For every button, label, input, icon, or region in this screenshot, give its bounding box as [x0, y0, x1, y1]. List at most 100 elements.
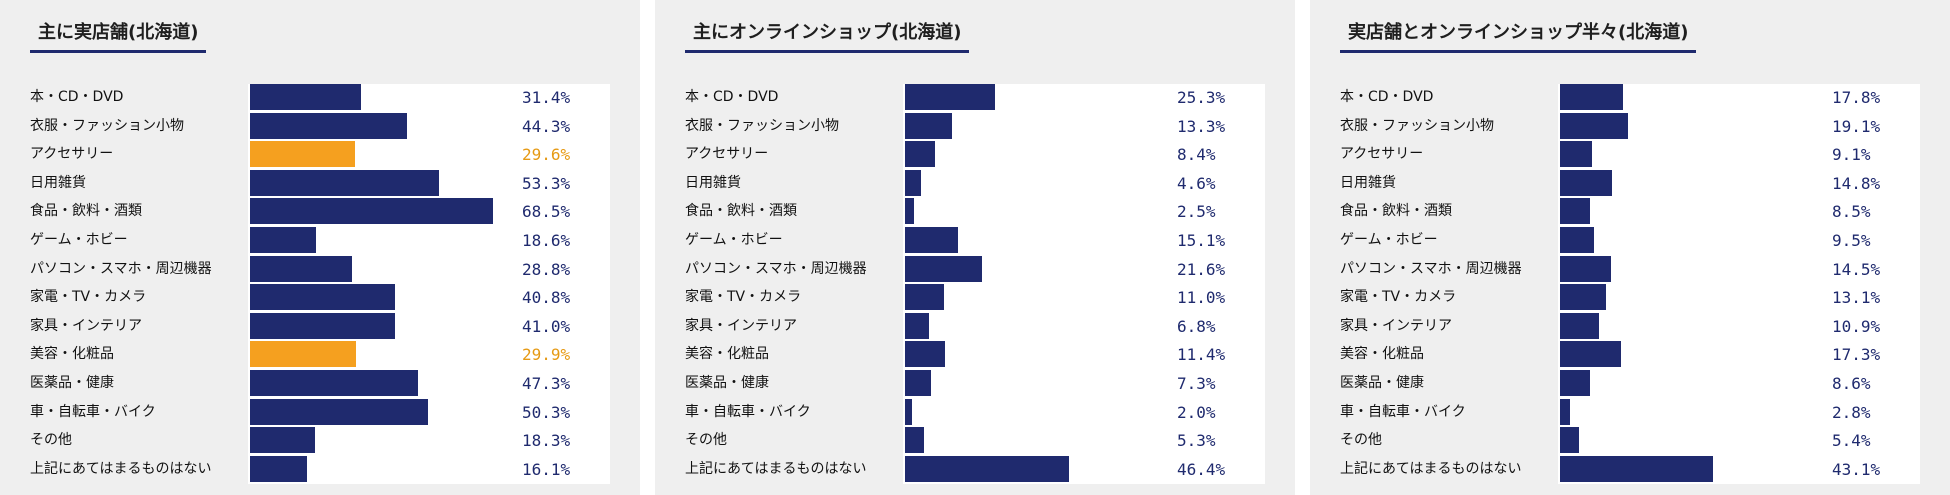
- bar: [905, 427, 924, 454]
- category-label: 車・自転車・バイク: [1340, 403, 1466, 420]
- value-label: 31.4%: [522, 88, 571, 107]
- category-label: 家電・TV・カメラ: [685, 289, 802, 306]
- bar: [1560, 169, 1613, 196]
- bar: [905, 169, 922, 196]
- value-label: 2.5%: [1177, 202, 1216, 222]
- bar: [1560, 284, 1607, 311]
- category-label: 本・CD・DVD: [685, 89, 779, 105]
- value-label: 11.4%: [1177, 345, 1226, 365]
- bar: [905, 227, 959, 253]
- bar: [250, 427, 315, 454]
- category-label: ゲーム・ホビー: [685, 232, 783, 248]
- value-label: 44.3%: [522, 116, 571, 136]
- bar: [1560, 227, 1594, 253]
- value-label: 2.8%: [1832, 402, 1871, 422]
- value-label: 11.0%: [1177, 288, 1226, 308]
- value-label: 10.9%: [1832, 316, 1881, 336]
- category-label: 日用雑貨: [685, 174, 741, 191]
- bar: [1560, 312, 1599, 339]
- category-label: アクセサリー: [1340, 146, 1424, 163]
- category-label: パソコン・スマホ・周辺機器: [685, 260, 867, 277]
- category-label: 医薬品・健康: [30, 375, 114, 391]
- category-label: 美容・化粧品: [30, 346, 114, 363]
- bar: [1560, 198, 1591, 225]
- chart-panel-store: 主に実店舗(北海道) 本・CD・DVD 31.4% 衣服・ファッション小物 44.3%…: [0, 0, 640, 495]
- bar: [250, 198, 493, 225]
- category-label: 家具・インテリア: [1340, 317, 1452, 334]
- bar: [250, 255, 353, 282]
- bar: [905, 141, 935, 168]
- value-label: 19.1%: [1832, 116, 1881, 136]
- category-label: 車・自転車・バイク: [685, 403, 811, 420]
- value-label: 4.6%: [1177, 173, 1216, 193]
- category-label: パソコン・スマホ・周辺機器: [1340, 260, 1522, 277]
- bar: [250, 398, 429, 425]
- category-label: 食品・飲料・酒類: [30, 203, 142, 220]
- value-label: 13.3%: [1177, 116, 1226, 136]
- category-label: 本・CD・DVD: [30, 89, 124, 105]
- value-label: 5.4%: [1832, 431, 1871, 451]
- bar: [905, 341, 946, 368]
- bar: [905, 198, 914, 225]
- bar: [250, 455, 308, 482]
- bar: [250, 112, 407, 139]
- value-label: 41.0%: [522, 316, 571, 336]
- value-label: 50.3%: [522, 402, 571, 422]
- value-label: 43.1%: [1832, 459, 1881, 479]
- category-label: 家電・TV・カメラ: [1340, 289, 1457, 306]
- chart-title: 主にオンラインショップ(北海道): [685, 18, 970, 53]
- category-label: 家具・インテリア: [685, 317, 797, 334]
- category-label: 上記にあてはまるものはない: [685, 460, 867, 477]
- category-label: 上記にあてはまるものはない: [30, 460, 212, 477]
- category-label: 車・自転車・バイク: [30, 403, 156, 420]
- bar: [250, 370, 418, 396]
- value-label: 9.5%: [1832, 231, 1871, 250]
- value-label: 47.3%: [522, 374, 571, 393]
- category-label: 本・CD・DVD: [1340, 89, 1434, 105]
- value-label: 28.8%: [522, 259, 571, 279]
- plot-area: [903, 84, 1265, 484]
- value-label: 16.1%: [522, 459, 571, 479]
- plot-area: [1558, 84, 1920, 484]
- value-label: 25.3%: [1177, 88, 1226, 107]
- category-label: アクセサリー: [30, 146, 114, 163]
- bar: [250, 84, 362, 110]
- bar: [1560, 341, 1622, 368]
- value-label: 21.6%: [1177, 259, 1226, 279]
- bar: [250, 341, 356, 368]
- bar: [250, 141, 355, 168]
- category-label: 衣服・ファッション小物: [30, 117, 184, 134]
- value-label: 14.8%: [1832, 173, 1881, 193]
- value-label: 29.9%: [522, 345, 571, 365]
- value-label: 18.6%: [522, 231, 571, 250]
- chart-panel-half: 実店舗とオンラインショップ半々(北海道) 本・CD・DVD 17.8% 衣服・ファッ…: [1310, 0, 1950, 495]
- bar: [1560, 370, 1591, 396]
- category-label: 上記にあてはまるものはない: [1340, 460, 1522, 477]
- value-label: 8.4%: [1177, 145, 1216, 165]
- bar: [250, 169, 439, 196]
- category-label: 衣服・ファッション小物: [685, 117, 839, 134]
- bar: [1560, 427, 1580, 454]
- category-label: 美容・化粧品: [1340, 346, 1424, 363]
- bar: [905, 312, 930, 339]
- value-label: 68.5%: [522, 202, 571, 222]
- value-label: 5.3%: [1177, 431, 1216, 451]
- chart-title: 主に実店舗(北海道): [30, 18, 207, 53]
- bar: [1560, 255, 1612, 282]
- value-label: 53.3%: [522, 173, 571, 193]
- category-label: 家具・インテリア: [30, 317, 142, 334]
- bar: [1560, 141, 1593, 168]
- bar: [250, 227, 316, 253]
- category-label: その他: [685, 432, 727, 449]
- chart-panel-online: 主にオンラインショップ(北海道) 本・CD・DVD 25.3% 衣服・ファッション小…: [655, 0, 1295, 495]
- bar: [250, 284, 395, 311]
- category-label: パソコン・スマホ・周辺機器: [30, 260, 212, 277]
- bar: [905, 455, 1070, 482]
- value-label: 2.0%: [1177, 402, 1216, 422]
- value-label: 8.6%: [1832, 374, 1871, 393]
- value-label: 40.8%: [522, 288, 571, 308]
- value-label: 13.1%: [1832, 288, 1881, 308]
- category-label: 医薬品・健康: [685, 375, 769, 391]
- category-label: ゲーム・ホビー: [30, 232, 128, 248]
